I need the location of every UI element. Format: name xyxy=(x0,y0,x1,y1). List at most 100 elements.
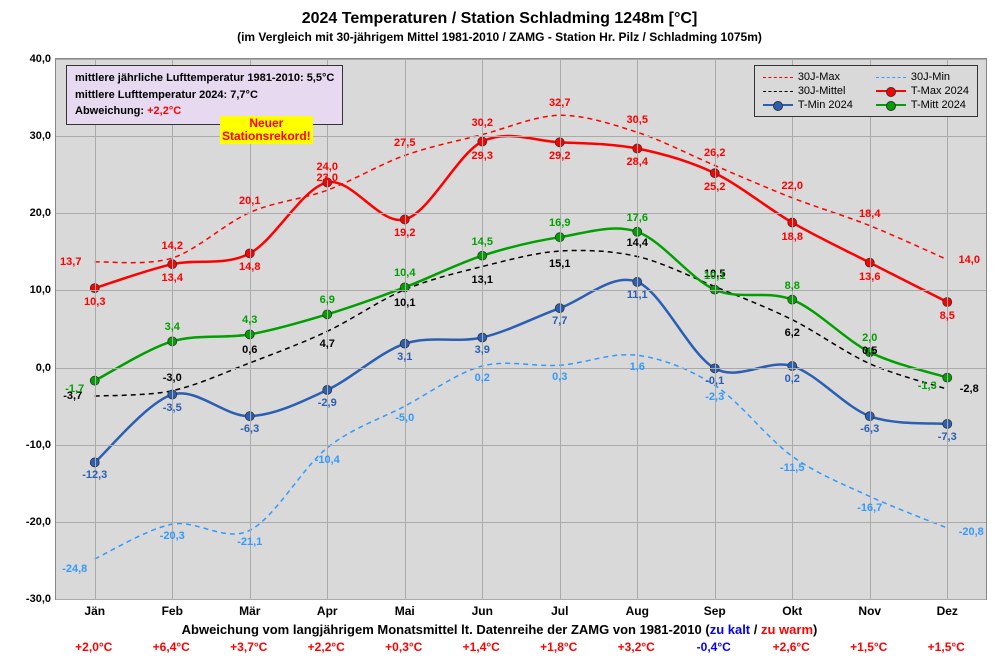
x-tick-label: Apr xyxy=(317,604,338,618)
data-label-max30: 26,2 xyxy=(704,147,725,159)
deviation-value: +2,2°C xyxy=(308,640,345,654)
data-label-tmit: 8,8 xyxy=(785,280,800,292)
x-tick-label: Nov xyxy=(858,604,881,618)
legend-item: 30J-Mittel xyxy=(763,85,856,97)
record-label: NeuerStationsrekord! xyxy=(220,116,313,144)
data-label-tmax: 10,3 xyxy=(84,296,105,308)
data-label-max30: 13,7 xyxy=(60,256,81,268)
deviation-value: +6,4°C xyxy=(153,640,190,654)
data-label-max30: 20,1 xyxy=(239,195,260,207)
chart-title: 2024 Temperaturen / Station Schladming 1… xyxy=(0,0,999,28)
data-label-tmin: -3,5 xyxy=(163,402,182,414)
deviation-value: +3,7°C xyxy=(230,640,267,654)
data-label-tmin: 11,1 xyxy=(627,289,648,301)
deviation-value: +1,5°C xyxy=(850,640,887,654)
data-label-tmin: -6,3 xyxy=(860,423,879,435)
legend-item: T-Min 2024 xyxy=(763,99,856,111)
data-label-tmit: 16,9 xyxy=(549,217,570,229)
data-label-tmax: 13,4 xyxy=(162,272,183,284)
y-tick-label: 30,0 xyxy=(30,130,51,142)
data-label-max30: 18,4 xyxy=(859,208,880,220)
legend: 30J-Max 30J-Min 30J-Mittel T-Max 2024 T-Min … xyxy=(754,65,978,117)
data-label-min30: 1,6 xyxy=(630,361,645,373)
data-label-tmax: 29,2 xyxy=(549,150,570,162)
data-label-tmin: 7,7 xyxy=(552,315,567,327)
x-tick-label: Jän xyxy=(84,604,105,618)
data-label-mit30: -3,0 xyxy=(163,372,182,384)
data-label-tmin: -2,9 xyxy=(318,397,337,409)
data-label-tmit: 10,1 xyxy=(704,270,725,282)
data-label-max30: 14,0 xyxy=(959,254,980,266)
x-tick-label: Feb xyxy=(162,604,183,618)
data-label-tmit: 3,4 xyxy=(165,321,180,333)
deviation-title: Abweichung vom langjährigem Monatsmittel… xyxy=(0,622,999,637)
data-label-tmit: 10,4 xyxy=(394,267,415,279)
data-label-min30: -16,7 xyxy=(857,502,882,514)
data-label-max30: 23,0 xyxy=(317,172,338,184)
legend-item: 30J-Max xyxy=(763,71,856,83)
data-label-max30: 22,0 xyxy=(782,180,803,192)
data-label-tmit: 2,0 xyxy=(862,332,877,344)
deviation-value: +3,2°C xyxy=(618,640,655,654)
y-tick-label: -10,0 xyxy=(26,439,51,451)
data-label-tmit: 17,6 xyxy=(627,212,648,224)
data-label-tmax: 13,6 xyxy=(859,271,880,283)
deviation-value: -0,4°C xyxy=(697,640,731,654)
data-label-max30: 14,2 xyxy=(162,240,183,252)
data-label-max30: 30,2 xyxy=(472,117,493,129)
chart-lines xyxy=(56,59,986,599)
deviation-value: +1,8°C xyxy=(540,640,577,654)
data-label-max30: 27,5 xyxy=(394,137,415,149)
data-label-tmax: 18,8 xyxy=(782,231,803,243)
data-label-tmit: 4,3 xyxy=(242,314,257,326)
y-tick-label: -20,0 xyxy=(26,516,51,528)
deviation-value: +0,3°C xyxy=(385,640,422,654)
data-label-tmax: 24,0 xyxy=(317,161,338,173)
data-label-min30: -11,5 xyxy=(780,462,804,474)
data-label-tmin: -7,3 xyxy=(938,431,957,443)
deviation-value: +1,5°C xyxy=(928,640,965,654)
data-label-min30: -24,8 xyxy=(62,563,87,575)
deviation-value: +1,4°C xyxy=(463,640,500,654)
deviation-value: +2,6°C xyxy=(773,640,810,654)
data-label-tmax: 25,2 xyxy=(704,181,725,193)
data-label-tmin: -6,3 xyxy=(240,423,259,435)
data-label-min30: -20,3 xyxy=(160,530,185,542)
x-tick-label: Aug xyxy=(626,604,649,618)
data-label-tmax: 8,5 xyxy=(940,310,955,322)
data-label-mit30: 13,1 xyxy=(472,274,493,286)
data-label-min30: -10,4 xyxy=(315,454,340,466)
data-label-tmin: 0,2 xyxy=(785,373,800,385)
data-label-tmax: 28,4 xyxy=(627,156,648,168)
x-tick-label: Sep xyxy=(704,604,726,618)
x-tick-label: Mär xyxy=(239,604,260,618)
data-label-tmax: 29,3 xyxy=(472,150,493,162)
data-label-tmax: 19,2 xyxy=(394,227,415,239)
data-label-min30: 0,2 xyxy=(475,372,490,384)
chart-subtitle: (im Vergleich mit 30-jährigem Mittel 198… xyxy=(0,30,999,44)
data-label-tmin: -0,1 xyxy=(705,375,724,387)
y-tick-label: 20,0 xyxy=(30,207,51,219)
data-label-mit30: 6,2 xyxy=(785,327,800,339)
data-label-mit30: 0,6 xyxy=(242,344,257,356)
y-tick-label: 0,0 xyxy=(36,362,51,374)
data-label-tmin: 3,9 xyxy=(475,344,490,356)
data-label-tmin: 3,1 xyxy=(397,351,412,363)
y-tick-label: -30,0 xyxy=(26,593,51,605)
data-label-tmit: -1,7 xyxy=(65,383,84,395)
legend-item: T-Mitt 2024 xyxy=(876,99,969,111)
x-tick-label: Dez xyxy=(937,604,958,618)
data-label-mit30: 4,7 xyxy=(320,338,335,350)
legend-item: T-Max 2024 xyxy=(876,85,969,97)
data-label-mit30: 10,1 xyxy=(394,297,415,309)
data-label-min30: -20,8 xyxy=(959,526,984,538)
y-tick-label: 40,0 xyxy=(30,53,51,65)
x-tick-label: Mai xyxy=(395,604,415,618)
data-label-mit30: 0,5 xyxy=(862,345,877,357)
data-label-tmin: -12,3 xyxy=(82,469,107,481)
legend-item: 30J-Min xyxy=(876,71,969,83)
y-tick-label: 10,0 xyxy=(30,284,51,296)
x-tick-label: Okt xyxy=(782,604,802,618)
data-label-max30: 30,5 xyxy=(627,114,648,126)
data-label-mit30: -2,8 xyxy=(960,383,979,395)
